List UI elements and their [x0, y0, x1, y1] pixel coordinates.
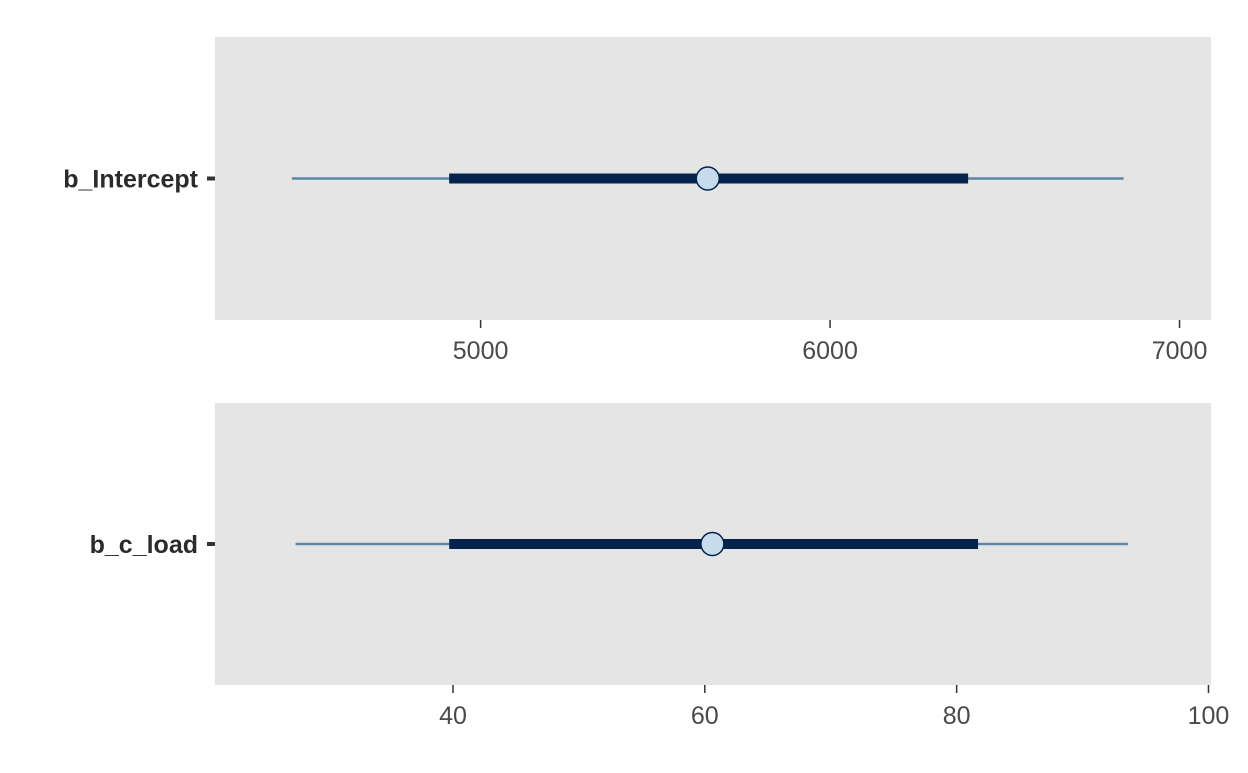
x-tick-label: 5000 [453, 337, 509, 365]
x-tick-label: 80 [943, 702, 971, 730]
x-tick-label: 60 [691, 702, 719, 730]
point-estimate-marker [695, 166, 721, 191]
parameter-label: b_Intercept [63, 166, 198, 194]
parameter-label: b_c_load [90, 531, 198, 559]
x-tick-label: 40 [439, 702, 467, 730]
x-tick-label: 7000 [1152, 337, 1208, 365]
x-tick-label: 6000 [802, 337, 858, 365]
x-tick-label: 100 [1188, 702, 1230, 730]
point-estimate-marker [700, 531, 725, 557]
